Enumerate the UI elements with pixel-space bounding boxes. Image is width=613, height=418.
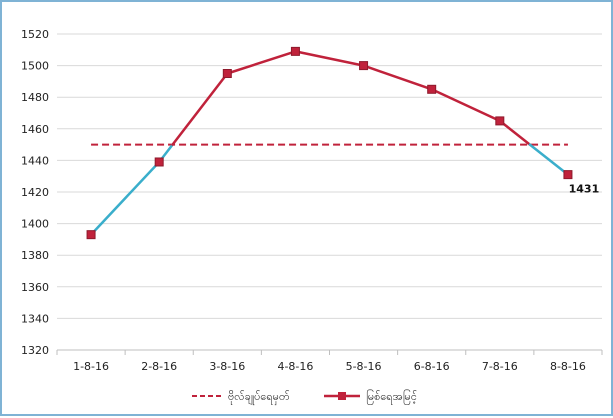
data-point-marker[interactable] — [290, 46, 300, 56]
data-point-marker[interactable] — [86, 230, 96, 240]
y-tick-label: 1340 — [21, 312, 49, 325]
x-tick-label: 3-8-16 — [209, 360, 245, 373]
data-label: 1431 — [569, 183, 600, 196]
data-point-marker[interactable] — [495, 116, 505, 126]
series-line-segment — [171, 72, 229, 146]
x-tick-label: 2-8-16 — [141, 360, 177, 373]
series-line-segment — [498, 119, 532, 146]
y-tick-label: 1420 — [21, 186, 49, 199]
y-tick-label: 1440 — [21, 154, 49, 167]
data-point-marker[interactable] — [563, 170, 573, 180]
x-tick-label: 5-8-16 — [346, 360, 382, 373]
data-point-marker[interactable] — [154, 157, 164, 167]
legend-label-threshold: ဗိုလ်ချုပ်ရေမှတ် — [228, 390, 290, 405]
series-line-segment — [528, 143, 570, 176]
y-tick-label: 1400 — [21, 218, 49, 231]
series-line-segment — [294, 50, 365, 67]
data-point-marker[interactable] — [359, 61, 369, 71]
y-tick-label: 1460 — [21, 123, 49, 136]
x-tick-label: 1-8-16 — [73, 360, 109, 373]
y-tick-label: 1500 — [21, 60, 49, 73]
data-point-marker[interactable] — [222, 69, 232, 78]
x-tick-label: 7-8-16 — [482, 360, 518, 373]
y-tick-label: 1360 — [21, 281, 49, 294]
legend-label-level: မြစ်ရေအမြင့် — [366, 389, 417, 405]
series-line-segment — [430, 88, 502, 123]
legend-marker-level — [338, 392, 346, 400]
series-line-segment — [362, 64, 433, 91]
y-tick-label: 1380 — [21, 249, 49, 262]
y-tick-label: 1320 — [21, 344, 49, 357]
data-point-marker[interactable] — [427, 84, 437, 94]
series-line-segment — [226, 50, 297, 75]
y-tick-label: 1480 — [21, 91, 49, 104]
series-line-segment — [89, 160, 161, 236]
x-tick-label: 6-8-16 — [414, 360, 450, 373]
x-tick-label: 4-8-16 — [277, 360, 313, 373]
x-tick-label: 8-8-16 — [550, 360, 586, 373]
y-tick-label: 1520 — [21, 28, 49, 41]
